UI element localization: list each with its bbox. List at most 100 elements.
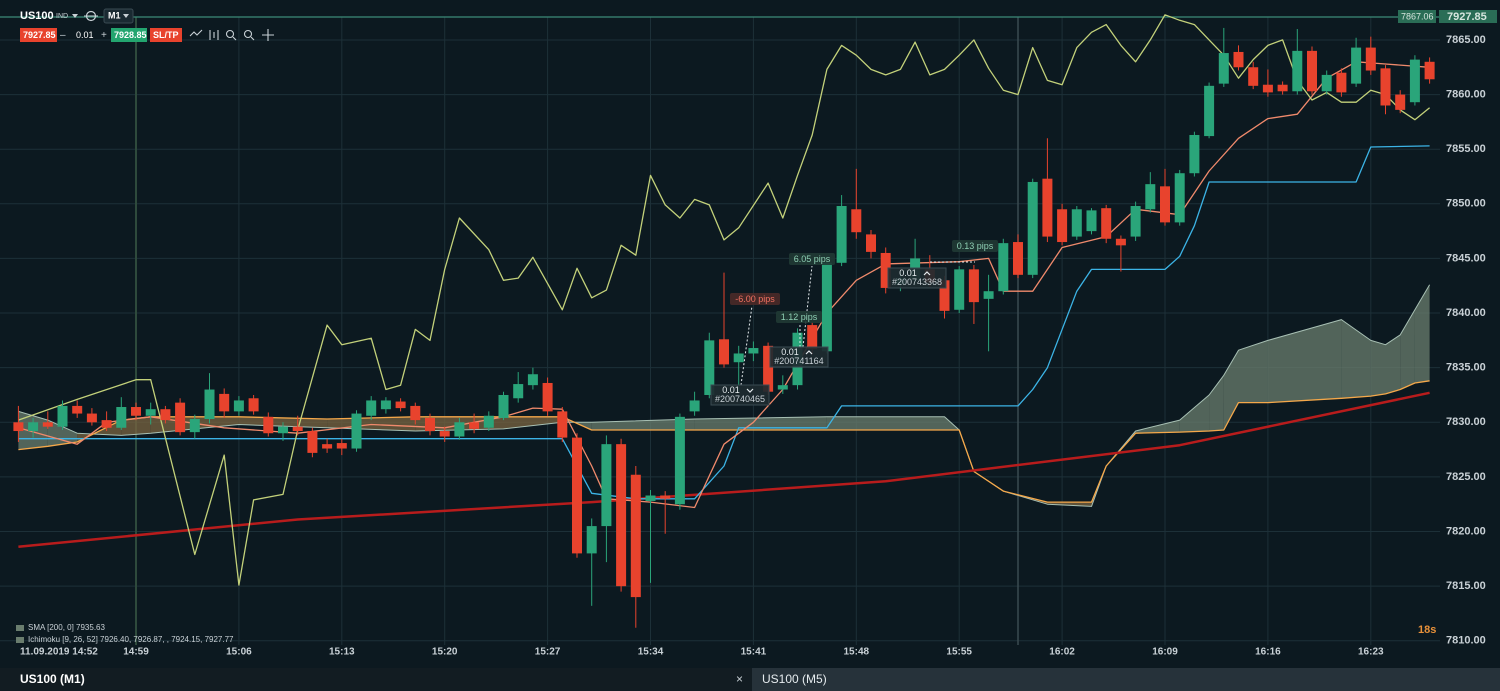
candle-body <box>939 280 950 311</box>
candle-body <box>28 422 39 432</box>
candle-body <box>689 400 700 412</box>
cloud-segment <box>1238 340 1268 403</box>
candle-body <box>248 398 259 412</box>
sell-button[interactable] <box>20 28 57 42</box>
timeframe-box[interactable] <box>103 8 134 24</box>
candle-body <box>572 437 582 554</box>
y-tick-label: 7850.00 <box>1446 198 1486 210</box>
lot-plus[interactable]: + <box>101 30 107 41</box>
candle-body <box>954 269 965 310</box>
pips-tag: -6.00 pips <box>735 294 775 304</box>
sltp-button[interactable] <box>150 28 182 42</box>
timeframe: M1 <box>108 10 121 20</box>
candle-body <box>1042 178 1053 237</box>
y-tick-label: 7840.00 <box>1446 307 1486 319</box>
x-tick-label: 16:02 <box>1049 647 1075 658</box>
x-tick-label: 15:27 <box>535 647 561 658</box>
candle-body <box>557 411 568 438</box>
x-tick-label: 15:55 <box>946 647 972 658</box>
candle-body <box>410 405 421 421</box>
cloud-segment <box>1135 420 1180 434</box>
indicator-line <box>18 391 1430 549</box>
pips-tag-box <box>789 253 835 265</box>
zoom-out-icon[interactable] <box>225 29 235 39</box>
cloud-segment <box>47 420 78 447</box>
cloud-segment <box>1400 309 1415 390</box>
candle-body <box>72 405 83 414</box>
order-box[interactable] <box>769 346 829 368</box>
candle-body <box>1218 53 1229 84</box>
candle-body <box>1057 209 1068 243</box>
candle-body <box>968 269 979 303</box>
candle-body <box>322 444 333 449</box>
candle-body <box>292 426 303 432</box>
candle-body <box>1321 74 1332 92</box>
order-lot: 0.01 <box>722 385 740 395</box>
candle-body <box>1277 84 1288 92</box>
candle-body <box>351 413 362 449</box>
tab-close[interactable]: × <box>736 672 743 686</box>
candle-body <box>851 209 862 233</box>
candle-body <box>1336 72 1347 93</box>
candle-body <box>719 339 729 365</box>
toolbar: US100 IND M1 7927.85 – 0.01 + 7928.85 SL… <box>20 8 274 42</box>
indicator-line <box>18 14 1431 586</box>
x-tick-label: 15:13 <box>329 647 355 658</box>
x-tick-label: 16:16 <box>1255 647 1281 658</box>
chart-background <box>0 0 1500 668</box>
candle-body <box>145 409 156 416</box>
candle-body <box>204 389 215 420</box>
x-tick-label: 15:20 <box>432 647 458 658</box>
crosshair-tool-icon[interactable] <box>262 29 274 41</box>
order-chevron[interactable] <box>746 388 754 393</box>
zoom-in-icon[interactable] <box>243 29 253 39</box>
tab-label[interactable]: US100 (M1) <box>20 672 85 686</box>
pips-tag-box <box>730 293 780 305</box>
symbol[interactable]: US100 <box>20 10 54 22</box>
lot-minus[interactable]: – <box>60 30 66 41</box>
candle-body <box>586 526 597 554</box>
buy-price: 7928.85 <box>114 30 147 40</box>
y-tick-label: 7810.00 <box>1446 635 1486 647</box>
order-chevron[interactable] <box>805 350 813 355</box>
candle-body <box>1292 50 1303 92</box>
candle-body <box>42 422 53 427</box>
tab[interactable] <box>752 668 1500 691</box>
candle-body <box>1071 209 1082 237</box>
candle-body <box>1351 47 1362 84</box>
order-box[interactable] <box>710 384 770 406</box>
buy-button[interactable] <box>111 28 147 42</box>
candle-body <box>263 416 274 434</box>
cloud-segment <box>1370 340 1386 397</box>
lot-size[interactable]: 0.01 <box>76 30 94 40</box>
trade-connector <box>802 265 813 348</box>
line-tool-icon[interactable] <box>189 29 203 37</box>
x-tick-label: 14:59 <box>123 647 149 658</box>
y-tick-label: 7845.00 <box>1446 252 1486 264</box>
candle-body <box>1145 184 1156 210</box>
order-box[interactable] <box>887 267 947 289</box>
candle-body <box>1248 67 1259 86</box>
y-tick-label: 7855.00 <box>1446 143 1486 155</box>
legend-entry: SMA [200, 0] 7935.63 <box>28 623 105 632</box>
candle-body <box>660 495 671 499</box>
candle-body <box>1262 84 1273 93</box>
cloud-segment <box>1179 394 1210 433</box>
order-lot: 0.01 <box>899 268 917 278</box>
candle-body <box>454 422 465 437</box>
tab-label[interactable]: US100 (M5) <box>762 672 827 686</box>
dropdown-arrow[interactable] <box>72 14 78 18</box>
dropdown-arrow <box>123 14 129 18</box>
order-chevron[interactable] <box>923 271 931 276</box>
candle-body <box>57 405 68 427</box>
chart-tools <box>189 29 274 41</box>
indicators-icon[interactable] <box>209 30 219 40</box>
legend-icon[interactable] <box>16 625 24 631</box>
y-tick-label: 7830.00 <box>1446 416 1486 428</box>
x-tick-label: 16:23 <box>1358 647 1384 658</box>
price-tag-box <box>1398 10 1436 23</box>
cloud-span-a <box>18 380 1430 503</box>
candle-body <box>483 415 494 428</box>
legend-icon[interactable] <box>16 637 24 643</box>
